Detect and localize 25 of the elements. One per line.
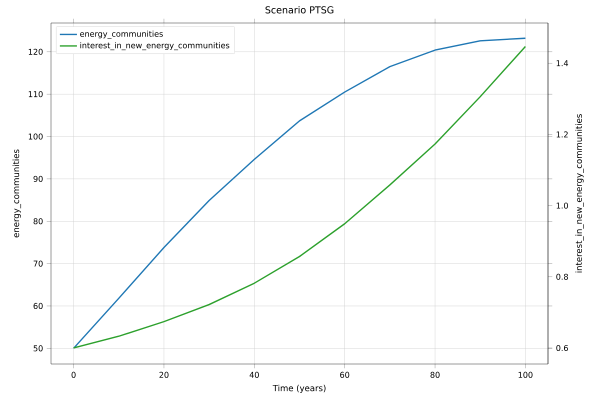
y-tick-label: 120 — [28, 48, 43, 55]
y-axis-title: energy_communities — [12, 150, 22, 238]
y2-tick-label: 1.0 — [556, 202, 568, 209]
y2-axis-title: interest_in_new_energy_communities — [575, 114, 584, 272]
y-tick-label: 60 — [34, 302, 43, 309]
y2-tick-label: 1.2 — [556, 131, 568, 138]
x-axis-title: Time (years) — [272, 384, 326, 393]
y-tick-label: 90 — [34, 176, 43, 182]
y2-tick-label: 1.4 — [556, 60, 568, 66]
legend-label: energy_communities — [80, 30, 163, 39]
x-tick-label: 60 — [340, 372, 350, 378]
y-tick-label: 50 — [34, 345, 43, 352]
y2-tick-label: 0.6 — [556, 344, 568, 352]
y-tick-label: 100 — [28, 133, 43, 140]
y-tick-label: 110 — [28, 91, 43, 98]
x-tick-label: 20 — [159, 372, 169, 378]
legend-label: interest_in_new_energy_communities — [80, 42, 230, 50]
x-tick-label: 80 — [430, 372, 440, 378]
chart-title: Scenario PTSG — [266, 6, 334, 14]
y-tick-label: 80 — [34, 218, 43, 224]
y-tick-label: 70 — [34, 260, 43, 267]
y2-tick-label: 0.8 — [556, 274, 568, 280]
x-tick-label: 0 — [72, 372, 76, 378]
x-tick-label: 40 — [250, 372, 259, 378]
x-tick-label: 100 — [518, 372, 533, 378]
